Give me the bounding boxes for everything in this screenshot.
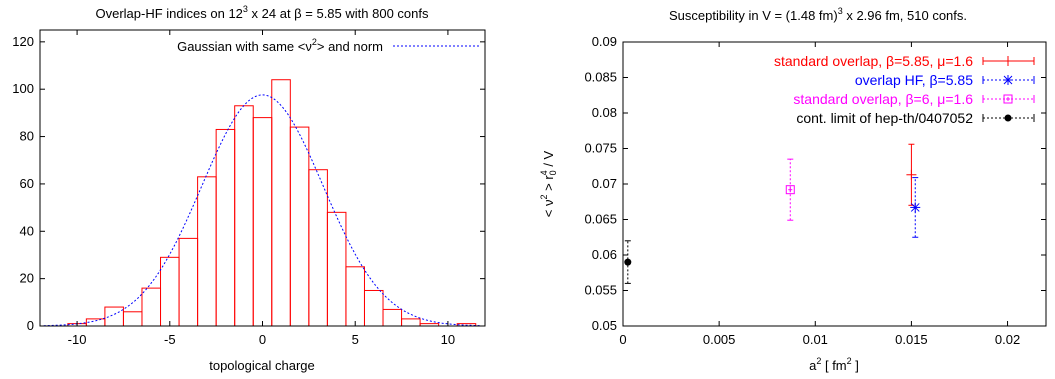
susceptibility-x-axis-label: a2 [ fm2 ]: [809, 356, 859, 373]
histogram-bar: [289, 126, 310, 327]
histogram-bar: [141, 287, 162, 327]
dot-marker: [1004, 114, 1012, 122]
histogram-y-tick-label: 120: [12, 34, 34, 49]
susceptibility-plot-frame: [622, 41, 1047, 327]
susceptibility-x-tick-label: 0.02: [995, 332, 1020, 347]
susceptibility-y-tick-label: 0.085: [584, 70, 617, 85]
susceptibility-x-tick-label: 0.01: [803, 332, 828, 347]
histogram-legend: Gaussian with same <ν2> and norm: [177, 37, 480, 54]
susceptibility-y-tick-label: 0.05: [592, 318, 617, 333]
susceptibility-y-tick-label: 0.075: [584, 141, 617, 156]
histogram-bar: [234, 105, 254, 327]
histogram-y-tick-label: 20: [20, 271, 34, 286]
box-marker: [1003, 94, 1013, 104]
susceptibility-y-tick-label: 0.09: [592, 34, 617, 49]
legend-entry-gaussian: Gaussian with same <ν2> and norm: [177, 37, 383, 54]
histogram-y-tick-label: 40: [20, 223, 34, 238]
histogram-bar: [382, 308, 403, 327]
histogram-bar: [345, 266, 365, 327]
dot-marker: [624, 258, 632, 266]
histogram-bar: [252, 117, 273, 327]
histogram-x-axis-label: topological charge: [209, 358, 315, 373]
histogram-bar: [160, 256, 180, 327]
susceptibility-y-tick-label: 0.06: [592, 247, 617, 262]
histogram-bar: [326, 211, 347, 327]
histogram-bar: [308, 169, 328, 327]
histogram-x-tick-label: -10: [68, 332, 87, 347]
susceptibility-y-tick-label: 0.07: [592, 176, 617, 191]
histogram-y-tick-label: 60: [20, 176, 34, 191]
box-marker: [785, 185, 795, 195]
susceptibility-y-tick-label: 0.055: [584, 283, 617, 298]
histogram-y-tick-label: 100: [12, 81, 34, 96]
susceptibility-panel: Susceptibility in V = (1.48 fm)3 x 2.96 …: [539, 6, 1047, 373]
histogram-y-tick-label: 80: [20, 129, 34, 144]
histogram-y-tick-label: 0: [27, 318, 34, 333]
histogram-bar: [401, 318, 421, 327]
susceptibility-y-tick-label: 0.08: [592, 105, 617, 120]
histogram-x-tick-label: 0: [259, 332, 266, 347]
histogram-plot-frame: [39, 29, 486, 327]
susceptibility-x-ticks: 0 0.005 0.01 0.015 0.02: [619, 42, 1020, 347]
susceptibility-y-axis-label: < ν2 > r04 / V: [539, 150, 558, 217]
star-marker: [910, 203, 920, 212]
susceptibility-x-tick-label: 0: [619, 332, 626, 347]
star-marker: [1003, 75, 1013, 85]
histogram-bar: [122, 311, 143, 327]
histogram-x-tick-label: 10: [441, 332, 455, 347]
susceptibility-title: Susceptibility in V = (1.48 fm)3 x 2.96 …: [669, 6, 967, 23]
histogram-title: Overlap-HF indices on 123 x 24 at β = 5.…: [96, 4, 429, 21]
legend-entry-label: standard overlap, β=5.85, μ=1.6: [774, 53, 973, 69]
susceptibility-legend: standard overlap, β=5.85, μ=1.6 overlap H…: [774, 53, 1035, 126]
susceptibility-points: [624, 143, 921, 284]
legend-entry-label: cont. limit of hep-th/0407052: [796, 110, 973, 126]
histogram-x-tick-label: -5: [164, 332, 176, 347]
histogram-x-ticks: -10 -5 0 5 10: [68, 30, 455, 347]
susceptibility-y-ticks: 0.05 0.055 0.06 0.065 0.07 0.075 0.08 0.085 0.09: [584, 34, 1046, 333]
histogram-panel: Overlap-HF indices on 123 x 24 at β = 5.…: [12, 4, 486, 373]
susceptibility-x-tick-label: 0.005: [703, 332, 736, 347]
histogram-bar: [178, 237, 199, 327]
histogram-x-tick-label: 5: [352, 332, 359, 347]
histogram-bar: [215, 128, 236, 327]
histogram-y-ticks: 0 20 40 60 80 100 120: [12, 34, 485, 333]
susceptibility-y-tick-label: 0.065: [584, 212, 617, 227]
histogram-bar: [363, 289, 384, 327]
legend-entry-label: standard overlap, β=6, μ=1.6: [793, 91, 973, 107]
histogram-bar: [197, 176, 217, 327]
histogram-bar: [271, 79, 291, 327]
histogram-bar: [104, 306, 124, 327]
histogram-bars: [67, 79, 477, 327]
susceptibility-x-tick-label: 0.015: [895, 332, 928, 347]
gaussian-curve: [43, 94, 482, 327]
legend-entry-label: overlap HF, β=5.85: [855, 72, 973, 88]
